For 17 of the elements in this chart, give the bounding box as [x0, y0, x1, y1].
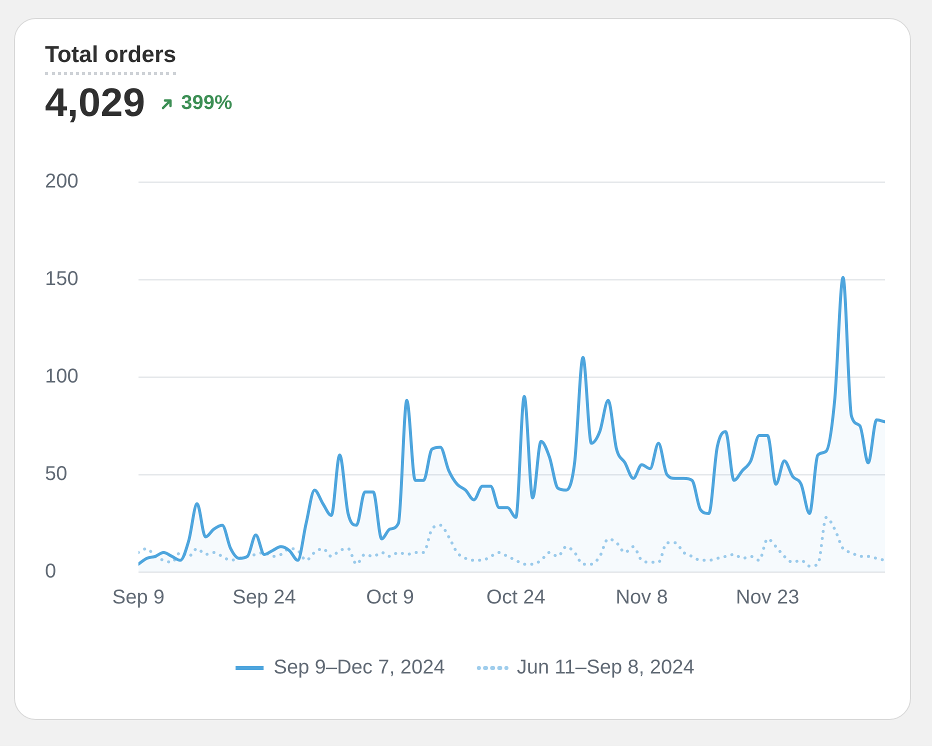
x-tick-label: Sep 9	[112, 586, 164, 609]
legend-label: Sep 9–Dec 7, 2024	[274, 656, 445, 679]
x-tick-label: Nov 23	[736, 586, 800, 609]
line-series	[138, 516, 885, 568]
x-tick-label: Nov 8	[616, 586, 668, 609]
y-tick-label: 100	[45, 366, 78, 388]
chart-title: Total orders	[45, 41, 176, 75]
x-tick-label: Sep 24	[232, 586, 296, 609]
chart-subtitle: 4,029	[45, 81, 146, 126]
y-tick-label: 150	[45, 268, 78, 290]
y-tick-label: 200	[45, 170, 78, 193]
legend-label: Jun 11–Sep 8, 2024	[516, 656, 694, 679]
x-tick-label: Oct 24	[486, 586, 546, 609]
text: 399%	[181, 92, 232, 115]
y-tick-label: 0	[45, 560, 56, 583]
y-tick-label: 50	[45, 463, 68, 486]
x-tick-label: Oct 9	[366, 586, 414, 609]
